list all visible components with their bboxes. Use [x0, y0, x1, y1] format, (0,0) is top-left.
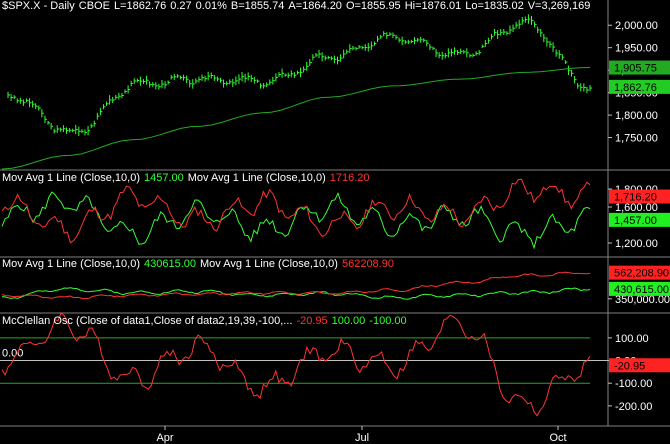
axis-labels: Apr Jul Oct [156, 426, 567, 444]
ma1-value-badge [609, 189, 670, 204]
ma2-header-item: 430615.00 [143, 258, 196, 270]
price-header-item: 0.27 [170, 0, 192, 12]
ma1-value-badge-label: 1,716.20 [614, 192, 657, 204]
price-value-badge-label: 1,862.76 [614, 82, 657, 94]
ma2-header: Mov Avg 1 Line (Close,10,0) 430615.00 Mov … [2, 258, 398, 270]
price-value-badge [609, 60, 670, 75]
ma1-value-badge [609, 212, 670, 227]
ma2-value-badge [609, 265, 670, 280]
ma1-green-line [1, 191, 591, 250]
ma2-red-line [1, 271, 591, 300]
osc-header-item: -100.00 [369, 315, 407, 327]
ma2-header-item: Mov Avg 1 Line (Close,10,0) [2, 258, 140, 270]
osc-header-item: 100.00 [331, 315, 366, 327]
price-y-tick-label: 1,800.00 [615, 110, 658, 122]
price-header-item: 0.01% [195, 0, 227, 12]
osc-y-tick-label: -100.00 [615, 378, 652, 390]
oscillator-line [1, 312, 591, 417]
price-header-item: $SPX.X - Daily [2, 0, 75, 12]
ma2-value-badge-label: 430,615.00 [614, 284, 669, 296]
price-y-tick-label: 1,750.00 [615, 133, 658, 145]
ma1-header: Mov Avg 1 Line (Close,10,0) 1457.00 Mov Av… [2, 172, 374, 184]
oscillator-header: McClellan Osc (Close of data1,Close of d… [2, 315, 411, 327]
ma1-y-tick-label: 1,200.00 [615, 238, 658, 250]
price-header-item: CBOE [78, 0, 110, 12]
osc-header-item: -20.95 [296, 315, 328, 327]
price-panel: 2,000.001,950.001,900.001,850.001,800.00… [1, 14, 670, 170]
x-tick-label: Apr [156, 432, 173, 444]
x-tick-label: Jul [355, 432, 369, 444]
price-header-item: A=1864.20 [288, 0, 342, 12]
ma1-red-line [1, 178, 591, 244]
price-value-badge-label: 1,905.75 [614, 63, 657, 75]
moving-average-line [1, 67, 591, 170]
price-header-item: Hi=1876.01 [404, 0, 462, 12]
osc-value-badge [609, 358, 670, 373]
osc-value-badge-label: -20.95 [614, 360, 645, 372]
ma1-panel: 1,800.001,600.001,200.001,716.201,457.00 [1, 178, 670, 250]
ma1-header-item: Mov Avg 1 Line (Close,10,0) [187, 172, 326, 184]
osc-header-item: McClellan Osc (Close of data1,Close of d… [2, 315, 293, 327]
price-header-item: V=3,269,169 [527, 0, 591, 12]
x-tick-label: Oct [549, 432, 566, 444]
price-y-tick-label: 1,950.00 [615, 43, 658, 55]
ma2-green-line [1, 287, 591, 300]
ma2-panel: 350,000.00 562,208.90 430,615.00 [1, 265, 670, 306]
price-header: $SPX.X - Daily CBOE L=1862.76 0.27 0.01% B=18… [2, 0, 594, 12]
price-header-item: B=1855.74 [230, 0, 285, 12]
price-header-item: O=1855.95 [345, 0, 401, 12]
osc-y-tick-label: -200.00 [615, 401, 652, 413]
ma1-header-item: 1457.00 [143, 172, 184, 184]
ma1-header-item: 1716.20 [329, 172, 370, 184]
ma2-y-tick-label: 350,000.00 [615, 294, 670, 306]
price-header-item: Lo=1835.02 [465, 0, 524, 12]
price-value-badge [609, 79, 670, 94]
zero-line-label: 0.00 [2, 348, 23, 360]
ma2-value-badge-label: 562,208.90 [614, 268, 669, 280]
price-header-item: L=1862.76 [113, 0, 167, 12]
ma1-value-badge-label: 1,457.00 [614, 215, 657, 227]
ma2-header-item: 562208.90 [341, 258, 394, 270]
ma2-value-badge [609, 281, 670, 296]
ma1-header-item: Mov Avg 1 Line (Close,10,0) [2, 172, 140, 184]
price-y-tick-label: 2,000.00 [615, 20, 658, 32]
ma2-header-item: Mov Avg 1 Line (Close,10,0) [199, 258, 338, 270]
osc-y-tick-label: 100.00 [615, 333, 649, 345]
ma1-y-tick-label: 1,600.00 [615, 202, 658, 214]
